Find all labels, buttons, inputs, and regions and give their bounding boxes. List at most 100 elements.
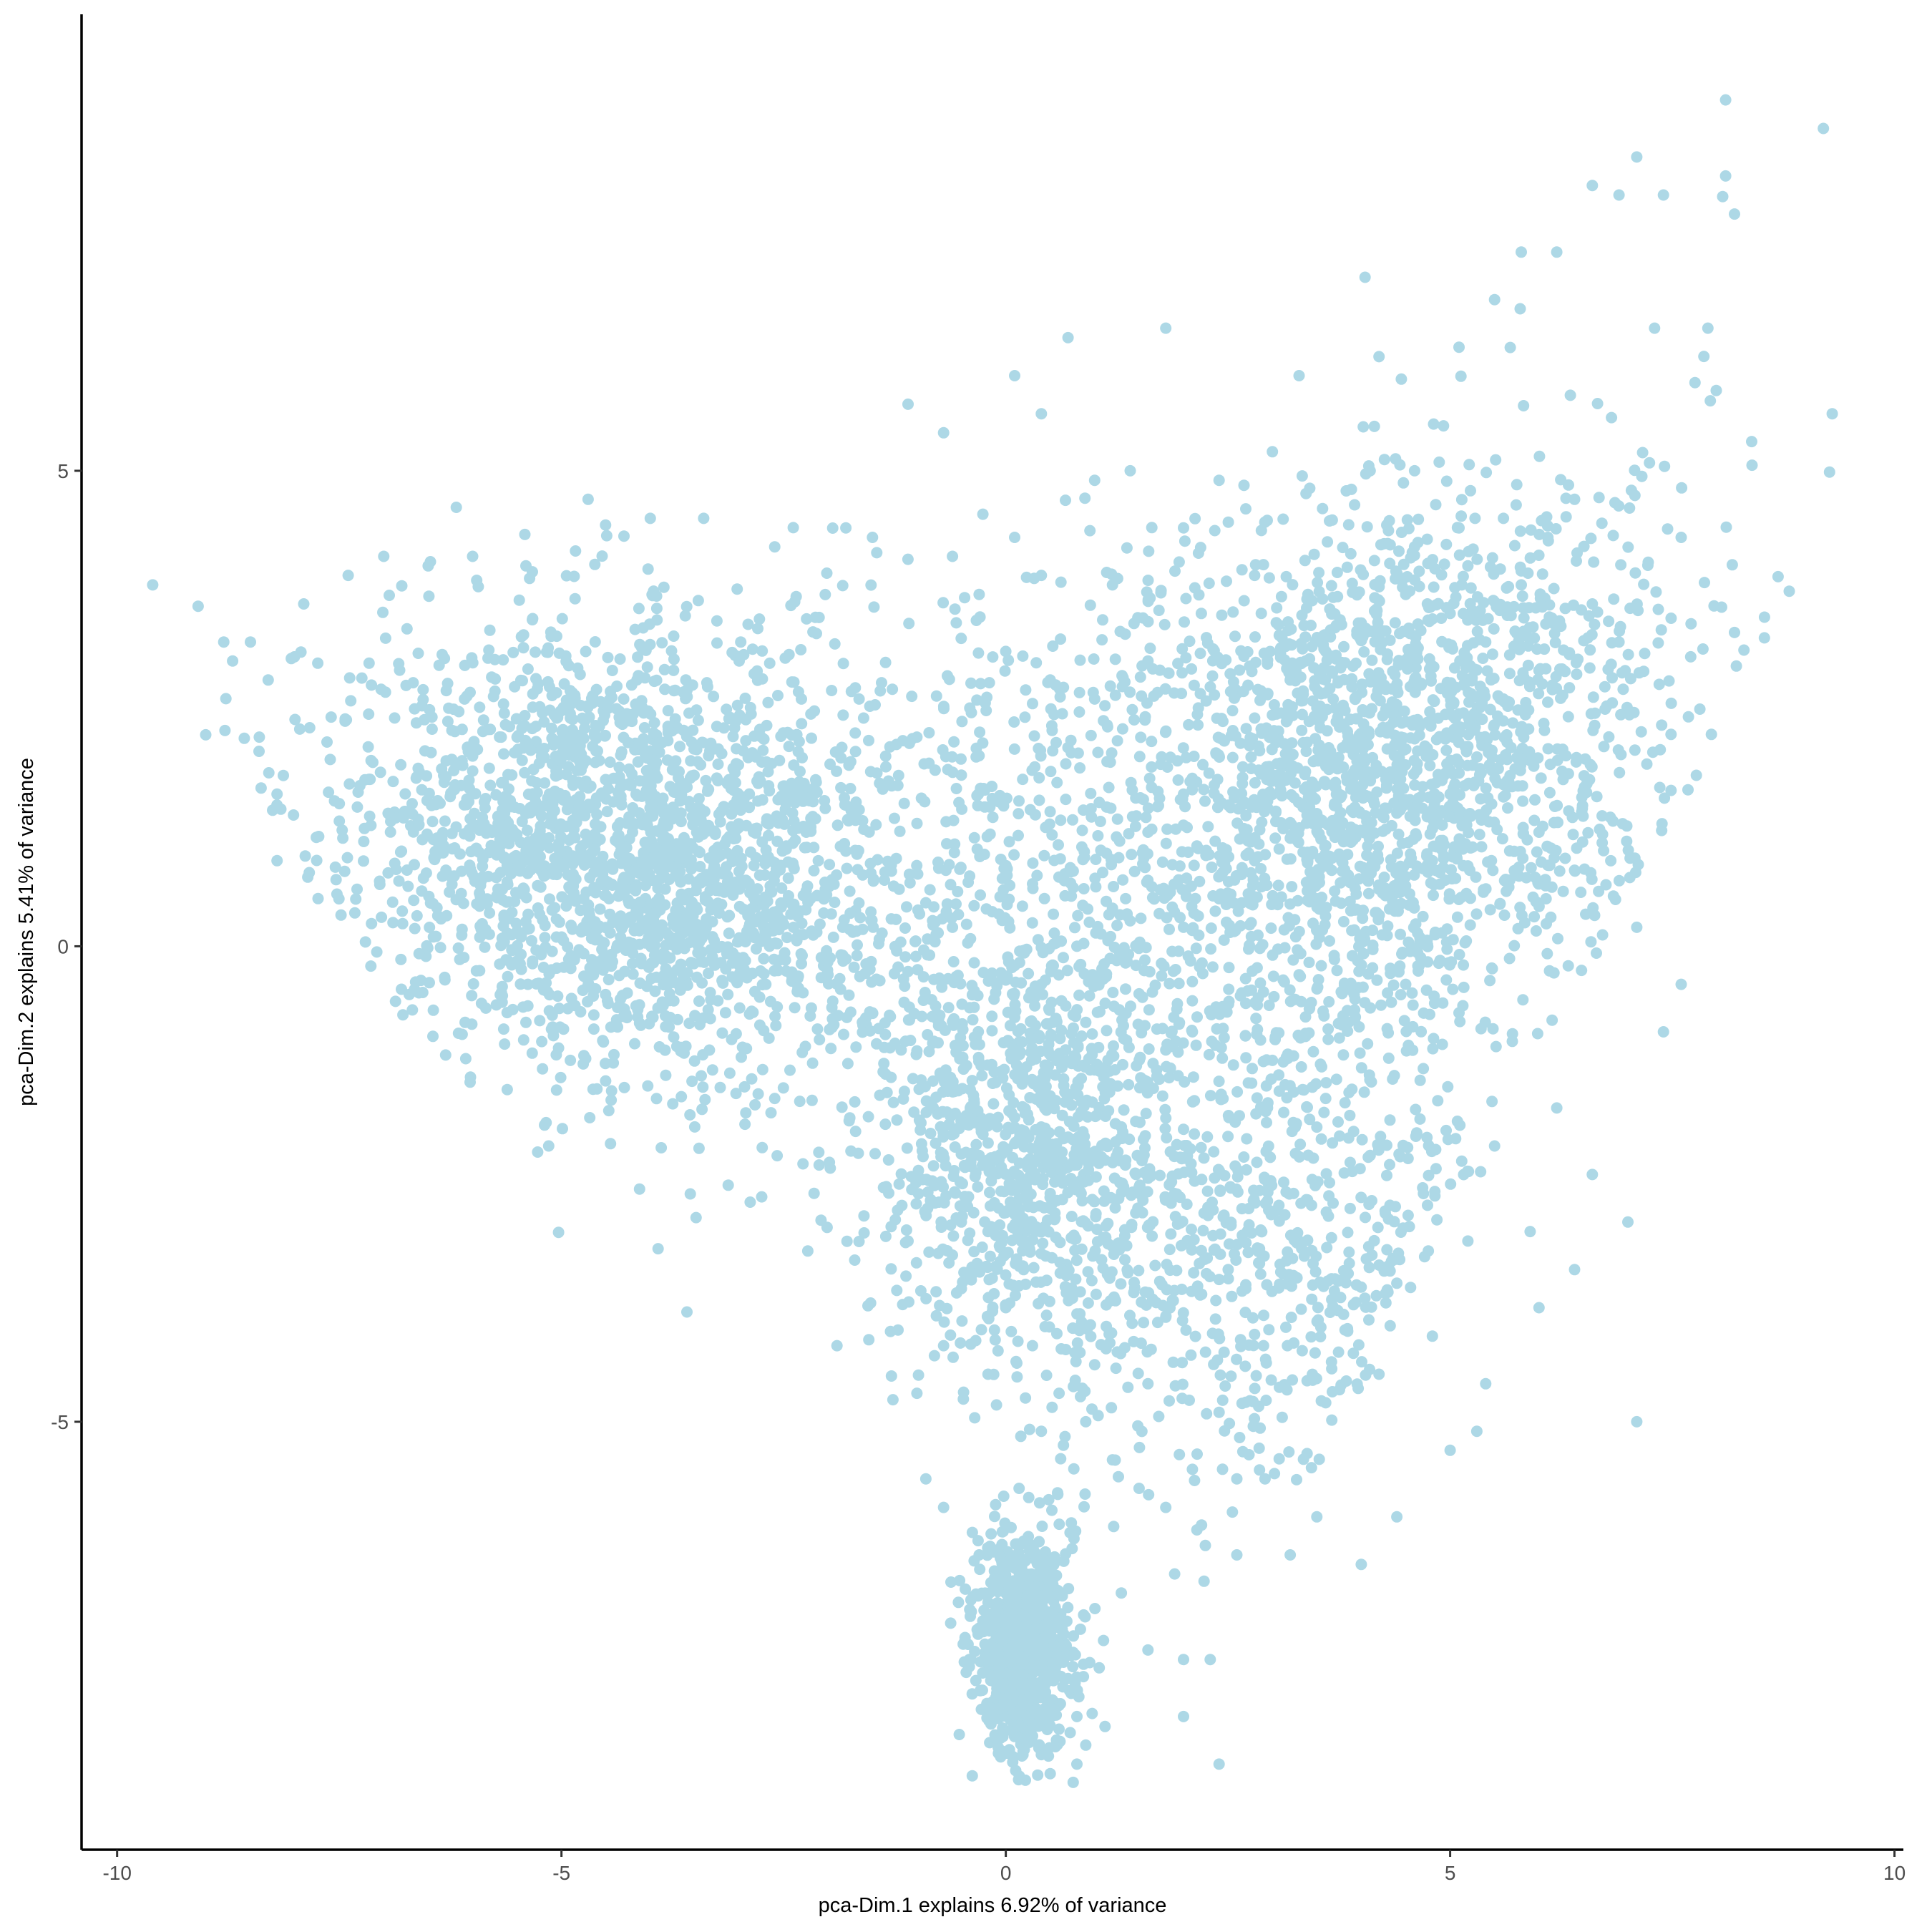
data-point: [1084, 1319, 1096, 1331]
data-point: [484, 907, 496, 919]
data-point: [1656, 818, 1668, 830]
data-point: [1292, 894, 1304, 907]
data-point: [1451, 522, 1463, 534]
data-point: [1384, 1158, 1395, 1171]
data-point: [1091, 1224, 1103, 1235]
data-point: [1201, 1131, 1214, 1143]
data-point: [1368, 420, 1380, 432]
data-point: [515, 630, 527, 643]
data-point: [1705, 728, 1717, 741]
data-point: [1146, 986, 1158, 998]
data-point: [1332, 590, 1344, 602]
data-point: [919, 897, 932, 909]
data-point: [544, 893, 555, 905]
data-point: [1143, 1488, 1155, 1501]
data-point: [756, 1063, 769, 1075]
data-point: [605, 1085, 618, 1097]
data-point: [974, 726, 986, 738]
data-point: [966, 1770, 978, 1782]
data-point: [1675, 978, 1687, 990]
data-point: [1030, 657, 1043, 669]
data-point: [1224, 1418, 1236, 1430]
data-point: [1363, 833, 1375, 844]
data-point: [1111, 1346, 1123, 1358]
data-point: [1016, 900, 1028, 912]
data-point: [1033, 1297, 1045, 1309]
data-point: [399, 788, 411, 800]
data-point: [1080, 1739, 1092, 1751]
data-point: [655, 1142, 668, 1153]
data-point: [1140, 1108, 1152, 1120]
data-point: [1111, 919, 1123, 932]
data-point: [960, 918, 972, 930]
data-point: [1312, 981, 1324, 993]
data-point: [1234, 1334, 1246, 1346]
data-point: [644, 512, 656, 525]
data-point: [1193, 589, 1205, 601]
data-point: [1417, 1182, 1429, 1194]
data-point: [1125, 1000, 1136, 1013]
data-point: [1490, 1040, 1502, 1053]
data-point: [321, 736, 333, 748]
data-point: [716, 1027, 728, 1039]
data-point: [770, 1020, 782, 1032]
data-point: [1028, 730, 1040, 742]
data-point: [1255, 608, 1267, 620]
data-point: [895, 1168, 907, 1180]
data-point: [1156, 970, 1168, 982]
data-point: [1088, 653, 1100, 665]
data-point: [1059, 1096, 1071, 1108]
data-point: [1583, 610, 1595, 622]
data-point: [1515, 565, 1527, 577]
data-point: [546, 722, 557, 734]
data-point: [783, 890, 794, 902]
data-point: [652, 1243, 664, 1255]
data-point: [1593, 885, 1605, 897]
data-point: [987, 651, 999, 663]
data-point: [1172, 774, 1184, 786]
data-point: [668, 630, 680, 642]
data-point: [552, 1226, 565, 1239]
data-point: [1109, 1454, 1121, 1466]
data-point: [1225, 1182, 1237, 1194]
data-point: [1365, 816, 1377, 829]
data-point: [947, 956, 960, 967]
data-point: [1192, 719, 1204, 731]
data-point: [524, 572, 536, 585]
data-point: [1365, 1002, 1376, 1014]
data-point: [556, 891, 568, 903]
data-point: [865, 579, 877, 591]
data-point: [1359, 1292, 1371, 1304]
data-point: [911, 1387, 923, 1400]
data-point: [956, 1210, 968, 1222]
data-point: [650, 1093, 663, 1105]
data-point: [694, 861, 706, 872]
data-point: [1470, 1425, 1483, 1438]
data-point: [1649, 322, 1661, 334]
data-point: [1043, 1742, 1055, 1754]
data-point: [1533, 450, 1546, 462]
data-point: [1100, 1231, 1112, 1244]
data-point: [1133, 1483, 1145, 1494]
data-point: [769, 1093, 781, 1105]
data-point: [1124, 464, 1136, 477]
data-point: [466, 990, 478, 1002]
data-point: [1462, 1165, 1473, 1177]
data-point: [1596, 517, 1608, 530]
data-point: [1086, 1028, 1098, 1040]
data-point: [1223, 1238, 1235, 1250]
data-point: [650, 602, 663, 615]
data-point: [914, 908, 926, 920]
data-point: [1245, 763, 1257, 774]
data-point: [930, 690, 942, 702]
data-point: [1055, 1453, 1067, 1465]
data-point: [814, 1033, 826, 1045]
data-point: [1236, 1285, 1248, 1297]
data-point: [965, 1156, 977, 1168]
data-point: [1351, 628, 1363, 640]
data-point: [937, 701, 950, 713]
data-point: [1197, 1224, 1209, 1236]
data-point: [1309, 1347, 1321, 1359]
data-point: [1313, 1453, 1325, 1465]
data-point: [1481, 665, 1493, 677]
